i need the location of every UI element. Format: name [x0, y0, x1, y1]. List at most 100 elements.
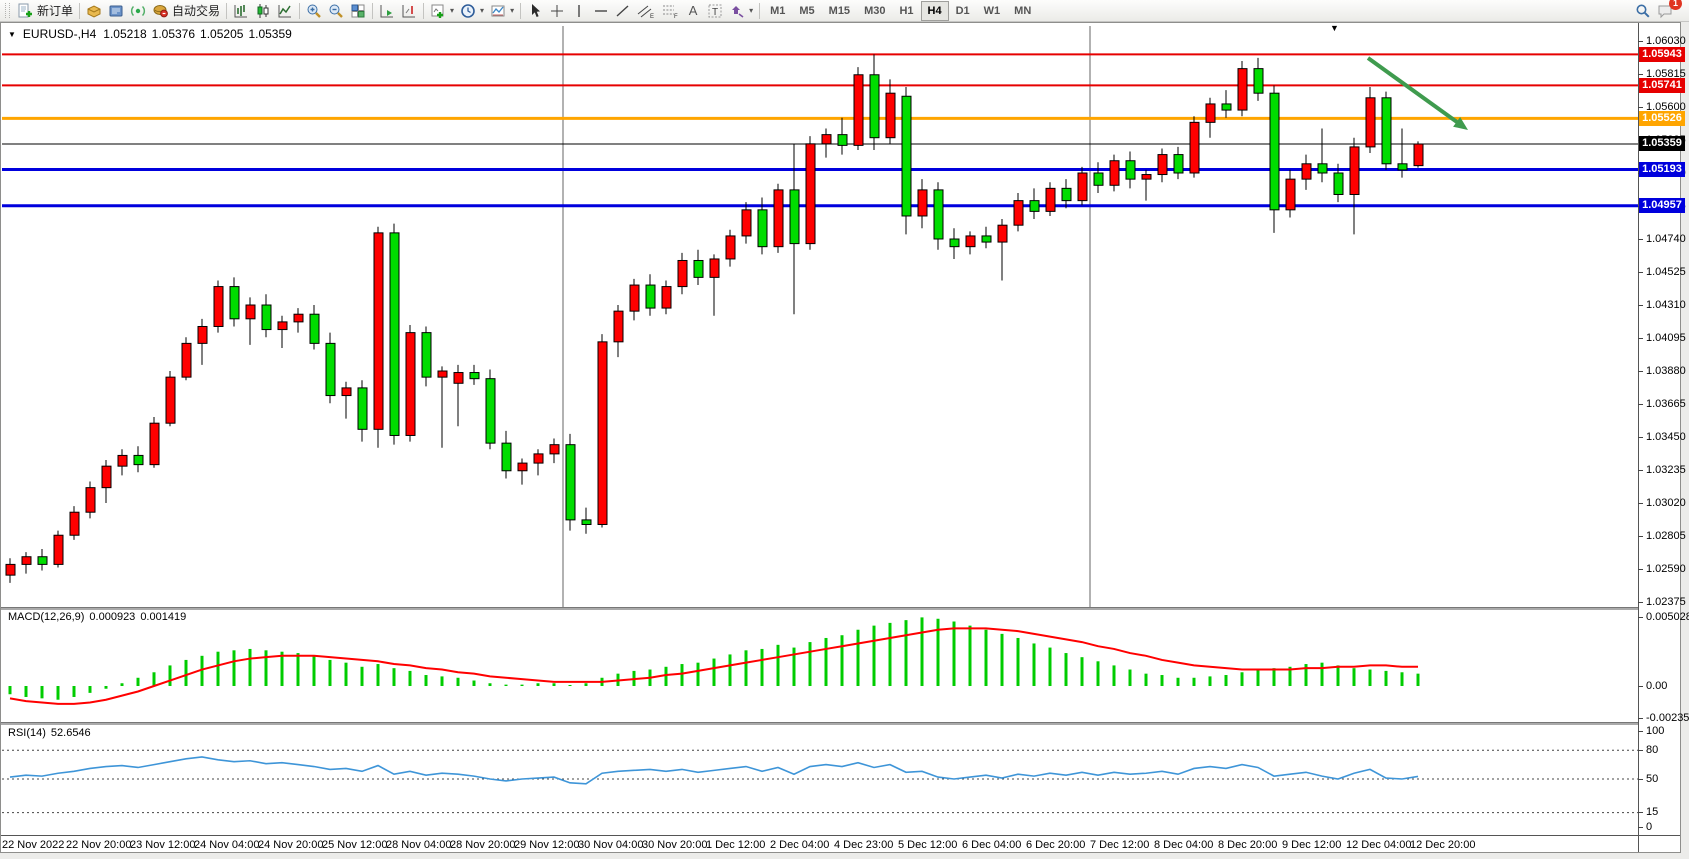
toolbar-separator [372, 2, 374, 19]
macd-value: 0.000923 [89, 611, 136, 623]
shapes-button[interactable]: ▾ [726, 1, 756, 21]
tile-windows-button[interactable] [347, 1, 369, 21]
price-tick-label: 1.02590 [1646, 562, 1686, 575]
dropdown-caret: ▾ [510, 6, 515, 15]
rsi-axis-label: 0 [1646, 820, 1653, 833]
price-level-badge: 1.05741 [1639, 77, 1685, 93]
price-tick-label: 1.04525 [1646, 265, 1686, 278]
time-axis-label: 8 Dec 20:00 [1218, 839, 1278, 851]
price-tick-label: 1.02375 [1646, 595, 1686, 608]
toolbar-separator [520, 2, 522, 19]
indicators-button[interactable]: ▾ [427, 1, 457, 21]
signals-button[interactable] [127, 1, 149, 21]
macd-rsi-separator[interactable] [1, 722, 1638, 725]
time-axis-label: 30 Nov 20:00 [642, 839, 708, 851]
timeframe-m1-button[interactable]: M1 [763, 1, 792, 21]
timeframe-m5-button[interactable]: M5 [792, 1, 821, 21]
macd-axis-label: 0.00 [1646, 679, 1668, 692]
autotrading-button[interactable]: 自动交易 [149, 1, 223, 21]
vertical-line-icon [573, 3, 585, 19]
zoom-out-button[interactable] [325, 1, 347, 21]
time-axis-label: 5 Dec 12:00 [898, 839, 958, 851]
search-button[interactable] [1632, 1, 1654, 21]
time-axis-label: 9 Dec 12:00 [1282, 839, 1342, 851]
templates-button[interactable]: ▾ [487, 1, 517, 21]
new-order-icon [17, 3, 34, 19]
periods-button[interactable]: ▾ [457, 1, 487, 21]
notifications-button[interactable]: 1 [1654, 0, 1682, 21]
trendline-button[interactable] [612, 1, 634, 21]
time-axis-label: 28 Nov 04:00 [386, 839, 452, 851]
time-axis-label: 28 Nov 20:00 [450, 839, 516, 851]
line-chart-button[interactable] [274, 1, 296, 21]
price-tick [1638, 436, 1643, 438]
main-macd-separator[interactable] [1, 607, 1638, 610]
macd-axis-label: 0.005028 [1646, 610, 1689, 623]
timeframe-h4-button[interactable]: H4 [920, 0, 949, 21]
price-tick [1638, 535, 1643, 537]
chart-shift-button[interactable] [398, 1, 420, 21]
text-label-button[interactable]: T [704, 1, 726, 21]
auto-scroll-button[interactable] [376, 1, 398, 21]
svg-text:T: T [712, 7, 718, 18]
timeframe-w1-button[interactable]: W1 [977, 1, 1008, 21]
crosshair-button[interactable] [546, 1, 568, 21]
price-tick [1638, 370, 1643, 372]
chart-collapse-icon[interactable]: ▼ [8, 29, 16, 39]
price-level-badge: 1.05193 [1639, 161, 1685, 177]
rsi-axis-tick [1638, 826, 1643, 828]
fibonacci-button[interactable]: F [658, 1, 682, 21]
close-value: 1.05359 [248, 27, 292, 41]
timeframe-d1-button[interactable]: D1 [949, 1, 977, 21]
timeframe-mn-button[interactable]: MN [1007, 1, 1038, 21]
timeframe-m15-button[interactable]: M15 [822, 1, 857, 21]
bar-chart-button[interactable] [230, 1, 252, 21]
time-axis-label: 8 Dec 04:00 [1154, 839, 1214, 851]
horizontal-line-button[interactable] [590, 1, 612, 21]
zoom-in-icon [306, 3, 322, 19]
price-tick [1638, 304, 1643, 306]
equidistant-channel-button[interactable]: E [634, 1, 658, 21]
data-window-icon [108, 3, 124, 19]
vertical-line-button[interactable] [568, 1, 590, 21]
rsi-axis-label: 80 [1646, 743, 1659, 756]
time-axis-label: 2 Dec 04:00 [770, 839, 830, 851]
rsi-name: RSI(14) [8, 727, 46, 739]
price-tick [1638, 271, 1643, 273]
market-watch-button[interactable] [83, 1, 105, 21]
price-axis-border [1638, 23, 1639, 852]
cursor-button[interactable] [524, 1, 546, 21]
toolbar-separator [226, 2, 228, 19]
signal-icon [130, 3, 146, 19]
time-axis-border [1, 835, 1680, 836]
new-order-button[interactable]: 新订单 [14, 1, 76, 21]
chart-shift-marker[interactable]: ▼ [1330, 23, 1339, 33]
price-tick [1638, 502, 1643, 504]
toolbar-separator [759, 2, 761, 19]
timeframe-h1-button[interactable]: H1 [892, 1, 920, 21]
text-button[interactable]: A [682, 1, 704, 21]
price-level-badge: 1.05943 [1639, 46, 1685, 62]
data-window-button[interactable] [105, 1, 127, 21]
text-label-icon: T [707, 3, 723, 19]
clock-icon [460, 3, 476, 19]
toolbar-separator [423, 2, 425, 19]
price-level-badge: 1.05359 [1639, 136, 1685, 152]
price-tick [1638, 403, 1643, 405]
bar-chart-icon [233, 3, 249, 19]
price-tick-label: 1.02805 [1646, 529, 1686, 542]
arrows-shapes-icon [729, 3, 745, 19]
dropdown-caret: ▾ [450, 6, 455, 15]
time-axis-label: 24 Nov 20:00 [258, 839, 324, 851]
time-axis-label: 4 Dec 23:00 [834, 839, 894, 851]
autotrading-icon [152, 3, 169, 19]
toolbar-separator [299, 2, 301, 19]
toolbar: 新订单 自动交易 ▾ ▾ ▾ E F A T ▾ [0, 0, 1689, 22]
crosshair-icon [549, 3, 565, 19]
zoom-in-button[interactable] [303, 1, 325, 21]
macd-label: MACD(12,26,9) 0.000923 0.001419 [8, 611, 186, 623]
timeframe-m30-button[interactable]: M30 [857, 1, 892, 21]
candlestick-chart-button[interactable] [252, 1, 274, 21]
fibo-glyph: F [674, 14, 678, 19]
